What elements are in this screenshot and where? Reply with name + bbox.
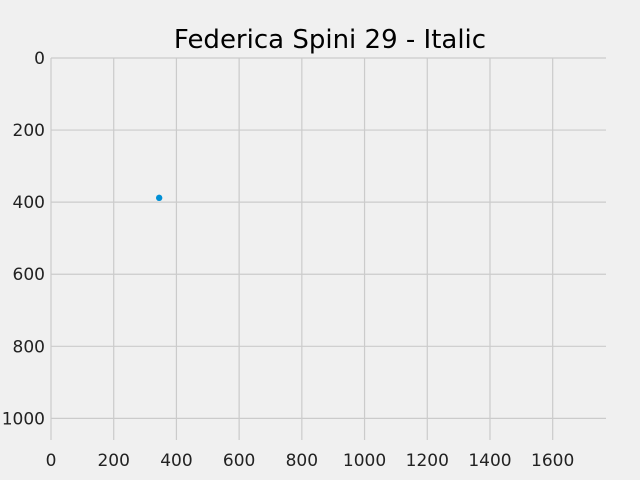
y-tick-label: 400 xyxy=(13,193,45,213)
x-tick-label: 1200 xyxy=(406,451,449,471)
y-tick-label: 600 xyxy=(13,265,45,285)
x-tick-label: 1600 xyxy=(531,451,574,471)
x-tick-label: 0 xyxy=(46,451,57,471)
x-tick-label: 800 xyxy=(286,451,318,471)
grid-layer xyxy=(50,57,606,440)
x-tick-label: 200 xyxy=(97,451,129,471)
y-tick-label: 800 xyxy=(13,337,45,357)
x-tick-label: 600 xyxy=(223,451,255,471)
y-tick-label: 200 xyxy=(13,121,45,141)
x-tick-label: 400 xyxy=(160,451,192,471)
data-point xyxy=(155,194,163,202)
y-tick-label: 1000 xyxy=(2,409,45,429)
data-point-layer xyxy=(155,194,163,202)
y-tick-label: 0 xyxy=(34,49,45,69)
tick-label-layer: 0 200 400 600 800 1000 1200 1400 1600 0 200 400 600 8… xyxy=(2,49,575,471)
chart-title: Federica Spini 29 - Italic xyxy=(174,25,486,55)
x-tick-label: 1400 xyxy=(468,451,511,471)
x-tick-label: 1000 xyxy=(343,451,386,471)
